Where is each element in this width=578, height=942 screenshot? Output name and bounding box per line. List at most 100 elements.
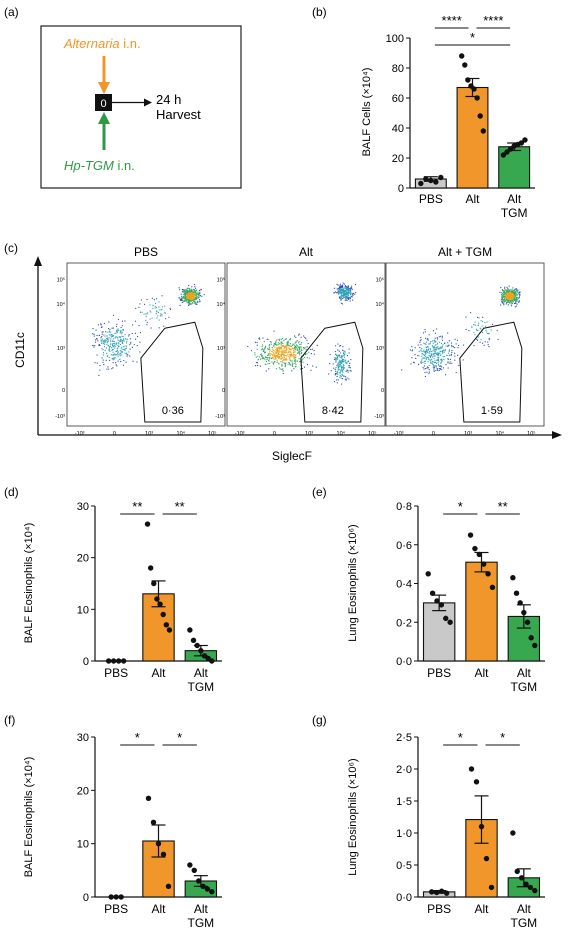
flow-event-dot (427, 338, 429, 340)
flow-event-dot (348, 292, 350, 294)
flow-event-dot (335, 360, 337, 362)
flow-event-dot (106, 355, 108, 357)
flow-event-dot (504, 300, 507, 302)
flow-event-dot (488, 333, 490, 335)
flow-event-dot (432, 356, 434, 358)
flow-event-dot (180, 299, 182, 301)
flow-event-dot (195, 291, 197, 293)
flow-event-dot (340, 362, 342, 364)
flow-event-dot (503, 294, 505, 296)
flow-event-dot (488, 332, 490, 334)
flow-event-dot (516, 290, 518, 292)
flow-event-dot (112, 367, 114, 369)
flow-event-dot (342, 294, 344, 296)
flow-event-dot (335, 359, 337, 361)
gate-percentage: 0·36 (162, 405, 184, 417)
data-point-b (474, 95, 480, 101)
flow-event-dot (339, 292, 341, 294)
flow-event-dot (505, 298, 507, 300)
data-point-g (523, 881, 529, 887)
flow-event-dot (441, 347, 443, 349)
flow-event-dot (247, 345, 249, 348)
flow-event-dot (126, 340, 128, 342)
flow-event-dot (298, 358, 300, 360)
flow-event-dot (437, 352, 439, 354)
flow-event-dot (313, 353, 315, 355)
flow-event-dot (118, 343, 120, 345)
flow-event-dot (426, 356, 428, 358)
flow-event-dot (510, 301, 512, 303)
flow-event-dot (129, 338, 131, 340)
flow-event-dot (289, 356, 291, 358)
flow-event-dot (261, 357, 263, 360)
flow-event-dot (339, 345, 341, 347)
category-label-e: PBS (427, 666, 451, 680)
flow-event-dot (340, 302, 342, 304)
flow-event-dot (339, 352, 342, 354)
flow-event-dot (333, 381, 336, 383)
flow-event-dot (283, 357, 285, 359)
flow-event-dot (193, 297, 196, 299)
flow-event-dot (411, 346, 413, 348)
flow-plot-title: Alt + TGM (438, 245, 492, 259)
flow-event-dot (334, 358, 336, 360)
flow-event-dot (486, 331, 488, 333)
flow-event-dot (439, 352, 441, 354)
flow-event-dot (261, 349, 263, 351)
flow-x-tick-label: 10⁵ (368, 430, 376, 437)
flow-event-dot (482, 320, 484, 322)
flow-plot-1 (226, 262, 386, 427)
flow-event-dot (296, 339, 298, 342)
y-axis-label-f: BALF Eosinophils (×10⁴) (23, 757, 35, 878)
flow-event-dot (100, 337, 102, 339)
flow-event-dot (345, 297, 347, 299)
flow-event-dot (478, 322, 480, 324)
flow-event-dot (293, 368, 295, 370)
flow-event-dot (189, 290, 191, 292)
flow-event-dot (341, 287, 343, 289)
data-point-e (472, 545, 478, 552)
flow-event-dot (434, 365, 436, 367)
flow-event-dot (143, 313, 145, 315)
flow-event-dot (196, 296, 198, 298)
flow-event-dot (278, 343, 280, 346)
flow-event-dot (257, 364, 259, 367)
flow-event-dot (105, 359, 107, 361)
flow-event-dot (293, 347, 295, 349)
flow-event-dot (288, 348, 290, 350)
flow-event-dot (437, 346, 439, 348)
flow-event-dot (473, 324, 475, 326)
flow-event-dot (335, 373, 337, 375)
flow-event-dot (440, 346, 442, 348)
flow-event-dot (289, 349, 291, 351)
flow-event-dot (114, 332, 116, 335)
flow-event-dot (190, 290, 192, 292)
flow-event-dot (108, 357, 110, 359)
flow-event-dot (155, 313, 157, 315)
flow-event-dot (342, 368, 344, 370)
flow-event-dot (500, 286, 502, 289)
flow-event-dot (277, 350, 279, 352)
flow-event-dot (298, 351, 300, 353)
flow-event-dot (186, 293, 188, 295)
flow-event-dot (417, 344, 419, 346)
flow-event-dot (184, 291, 186, 293)
flow-event-dot (473, 344, 475, 347)
flow-event-dot (345, 293, 347, 296)
flow-event-dot (345, 299, 348, 301)
flow-event-dot (259, 356, 261, 358)
flow-event-dot (115, 364, 117, 366)
flow-event-dot (159, 315, 161, 317)
flow-event-dot (289, 348, 291, 350)
flow-event-dot (297, 348, 299, 350)
flow-event-dot (199, 291, 201, 293)
data-point-f (118, 894, 124, 900)
data-point-b (462, 62, 468, 68)
y-tick-label-f: 10 (77, 839, 89, 851)
flow-event-dot (114, 354, 116, 356)
flow-event-dot (94, 341, 97, 343)
flow-event-dot (344, 287, 346, 289)
flow-event-dot (300, 353, 302, 355)
